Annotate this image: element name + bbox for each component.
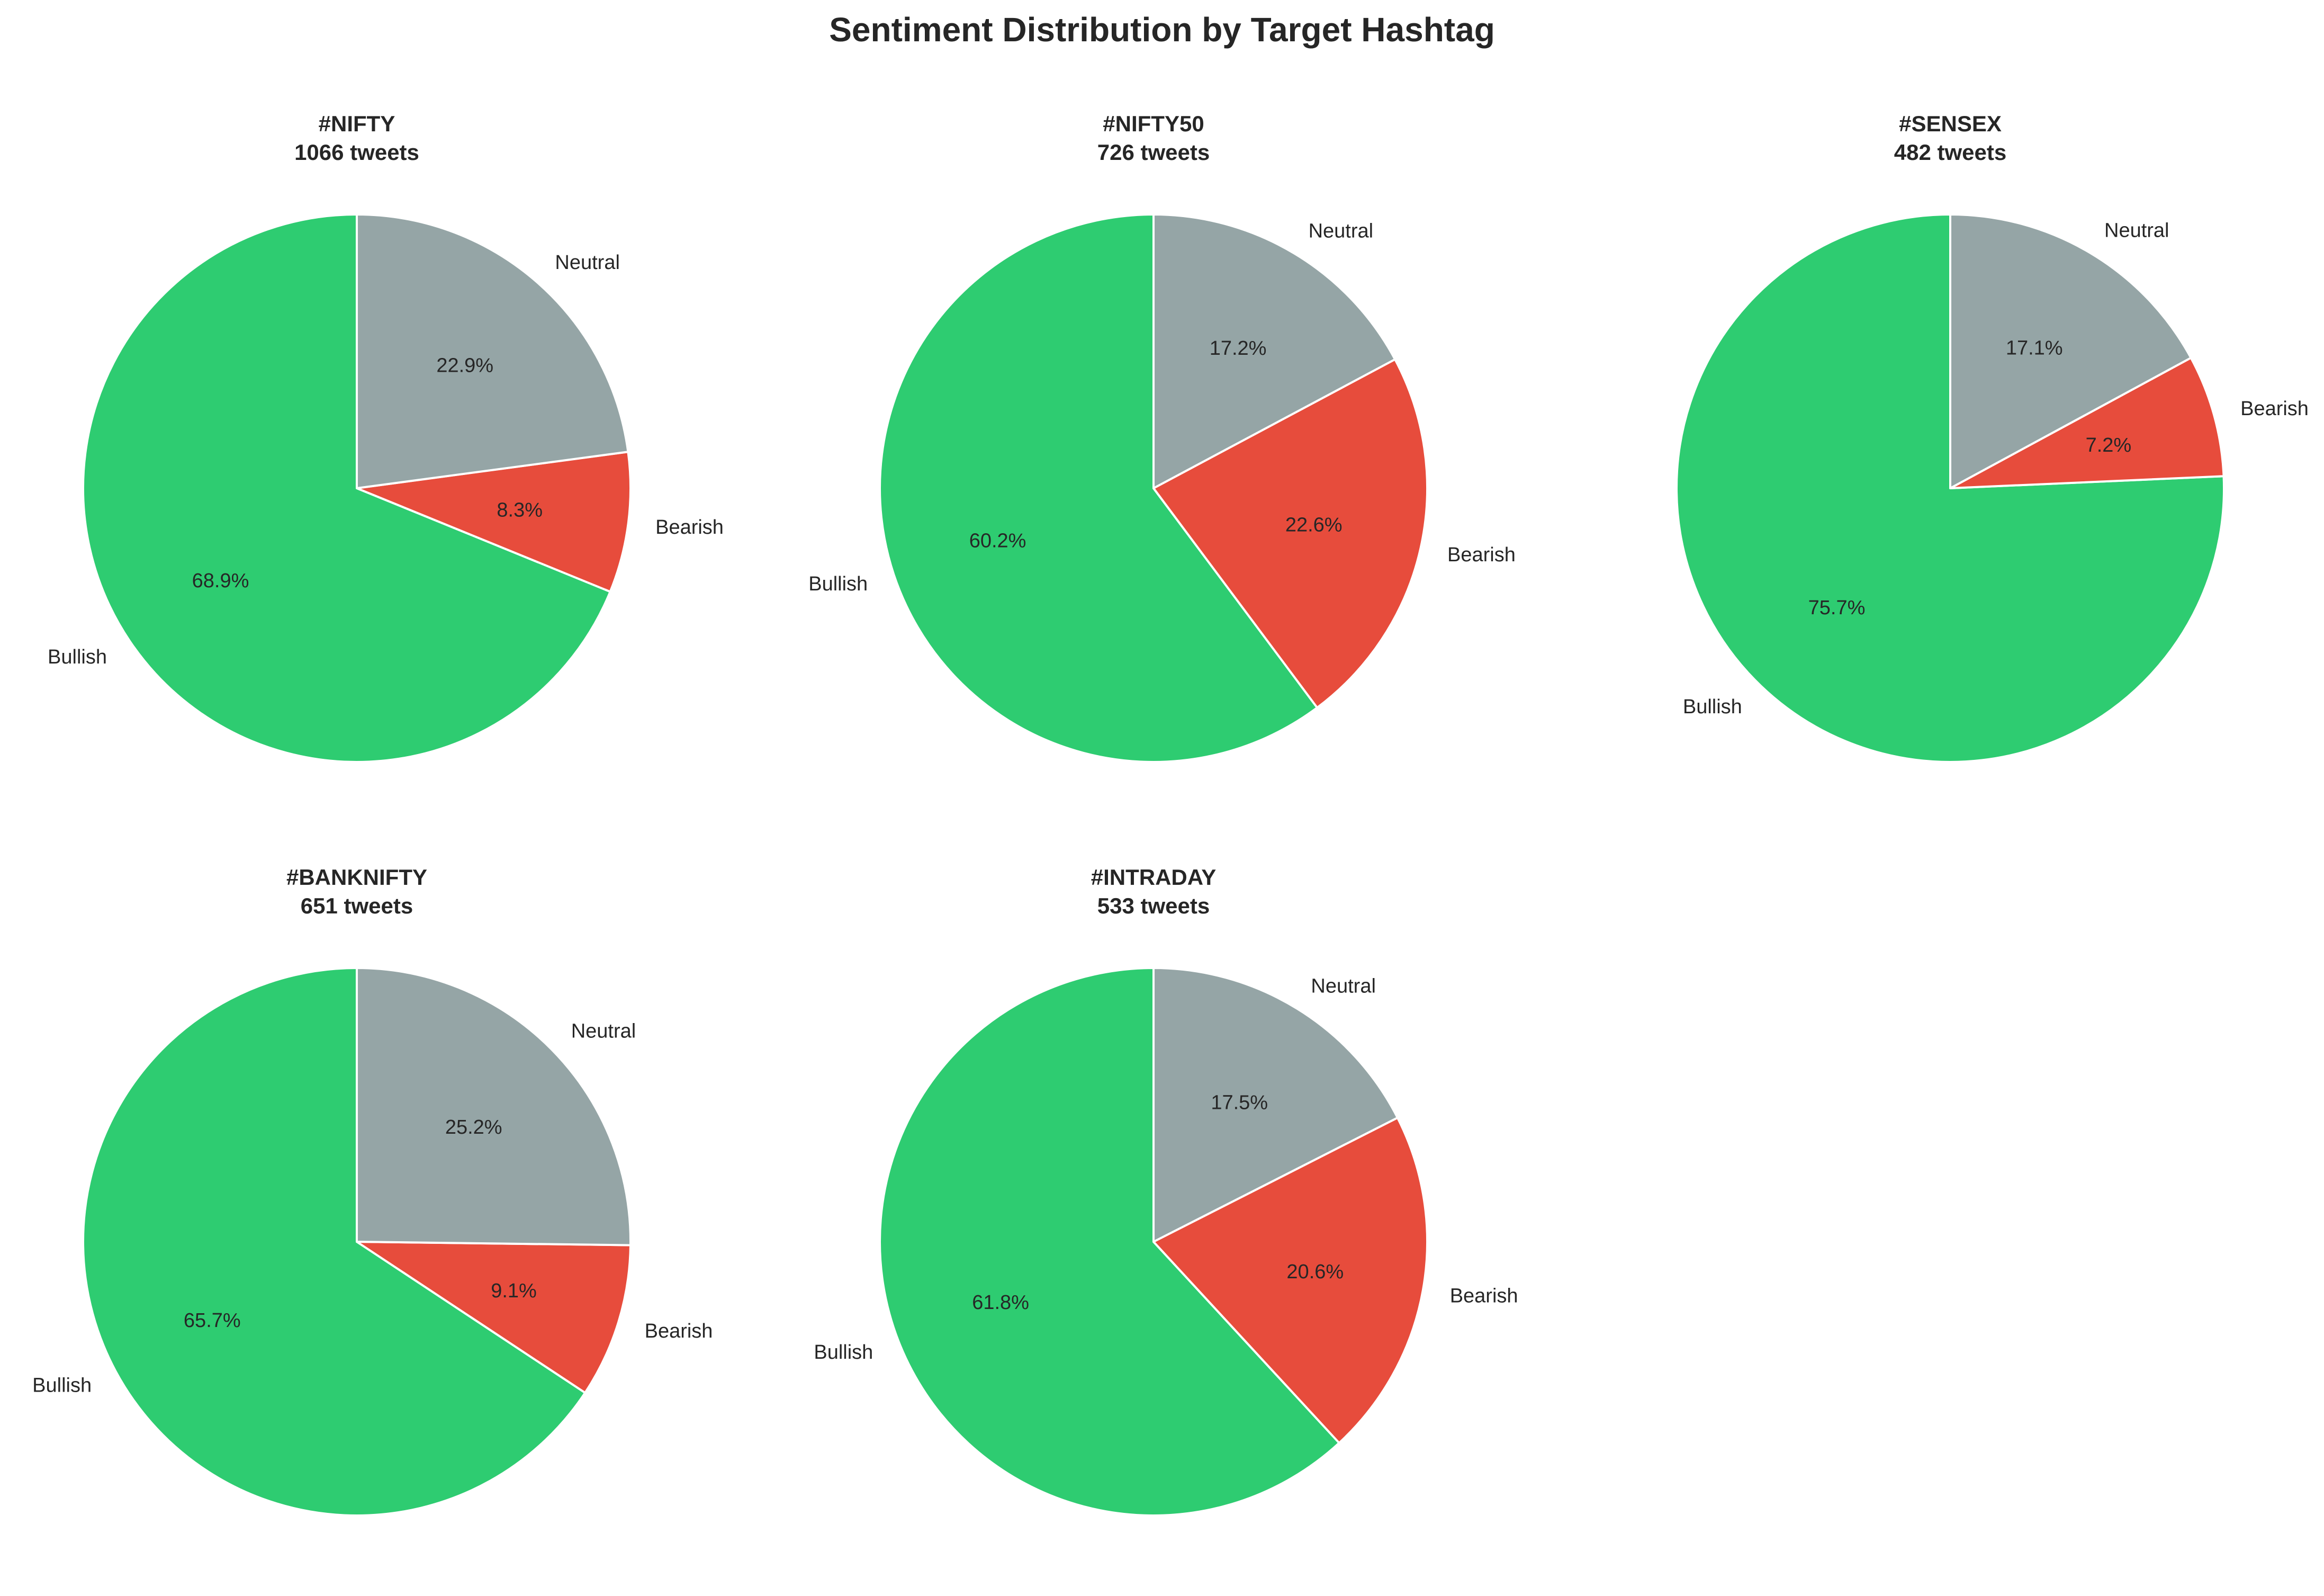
slice-label-bearish: Bearish	[1450, 1285, 1518, 1307]
pie-subtitle: 726 tweets	[1097, 140, 1210, 165]
pie-chart-intraday: #INTRADAY 533 tweets 61.8% Bullish 20.6% Bear…	[814, 865, 1518, 1517]
pie-slice-bearish	[1152, 358, 1428, 709]
slice-label-neutral: Neutral	[2104, 219, 2169, 241]
slice-label-bearish: Bearish	[655, 516, 724, 539]
pct-label-neutral: 17.5%	[1211, 1092, 1268, 1114]
pct-label-bullish: 61.8%	[972, 1292, 1029, 1314]
pie-slice-neutral	[1152, 213, 1397, 489]
pie-slice-neutral	[356, 213, 629, 489]
slice-label-bearish: Bearish	[645, 1320, 713, 1342]
pct-label-bearish: 20.6%	[1286, 1261, 1344, 1283]
pie-slice-neutral	[1152, 967, 1399, 1243]
pct-label-bearish: 9.1%	[491, 1280, 537, 1302]
pie-panels: #NIFTY 1066 tweets 68.9% Bullish 8.3% Bearish…	[32, 111, 2309, 1517]
pie-slice-bearish	[1949, 356, 2225, 489]
pct-label-neutral: 17.2%	[1210, 337, 1267, 360]
slice-label-bullish: Bullish	[808, 573, 868, 595]
pct-label-neutral: 22.9%	[436, 355, 493, 377]
pie-subtitle: 533 tweets	[1097, 893, 1210, 918]
pie-slice-neutral	[1949, 213, 2192, 489]
pie-title: #BANKNIFTY	[286, 865, 427, 890]
pie-slice-bearish	[1152, 1116, 1429, 1444]
slice-label-neutral: Neutral	[571, 1020, 636, 1042]
pie-title: #NIFTY	[319, 111, 395, 136]
pct-label-bullish: 60.2%	[969, 530, 1026, 552]
slice-label-neutral: Neutral	[555, 252, 620, 274]
figure-title: Sentiment Distribution by Target Hashtag	[829, 11, 1495, 49]
slice-label-bullish: Bullish	[32, 1374, 92, 1396]
pie-slice-neutral	[356, 967, 632, 1247]
pct-label-neutral: 17.1%	[2006, 337, 2063, 360]
pct-label-bearish: 8.3%	[497, 499, 543, 521]
pct-label-bearish: 22.6%	[1285, 514, 1343, 536]
pie-slice-bullish	[82, 213, 611, 763]
slice-label-neutral: Neutral	[1311, 975, 1376, 997]
pie-title: #SENSEX	[1899, 111, 2002, 136]
pie-chart-nifty: #NIFTY 1066 tweets 68.9% Bullish 8.3% Bearish…	[48, 111, 724, 763]
slice-label-bullish: Bullish	[1683, 696, 1742, 718]
pct-label-bullish: 68.9%	[192, 570, 249, 592]
pie-slice-bearish	[356, 1241, 632, 1394]
pie-slice-bullish	[879, 213, 1319, 763]
slice-label-bullish: Bullish	[814, 1341, 873, 1364]
pct-label-bullish: 65.7%	[184, 1310, 241, 1332]
pie-subtitle: 1066 tweets	[294, 140, 419, 165]
pie-chart-banknifty: #BANKNIFTY 651 tweets 65.7% Bullish 9.1% Bear…	[32, 865, 713, 1517]
pie-slice-bullish	[879, 967, 1340, 1517]
pct-label-bearish: 7.2%	[2086, 434, 2132, 456]
pie-chart-nifty50: #NIFTY50 726 tweets 60.2% Bullish 22.6% Beari…	[808, 111, 1516, 763]
slice-label-bearish: Bearish	[2240, 398, 2309, 420]
pie-title: #INTRADAY	[1091, 865, 1217, 890]
slice-label-bearish: Bearish	[1447, 544, 1516, 566]
slice-label-bullish: Bullish	[48, 646, 107, 668]
pie-subtitle: 651 tweets	[301, 893, 413, 918]
pie-slice-bearish	[356, 451, 632, 593]
slice-label-neutral: Neutral	[1309, 220, 1374, 242]
pie-subtitle: 482 tweets	[1894, 140, 2006, 165]
pie-chart-sensex: #SENSEX 482 tweets 75.7% Bullish 7.2% Bearish…	[1676, 111, 2309, 763]
pie-title: #NIFTY50	[1103, 111, 1204, 136]
pct-label-neutral: 25.2%	[445, 1116, 502, 1138]
pie-slice-bullish	[82, 967, 587, 1517]
pct-label-bullish: 75.7%	[1808, 597, 1866, 619]
